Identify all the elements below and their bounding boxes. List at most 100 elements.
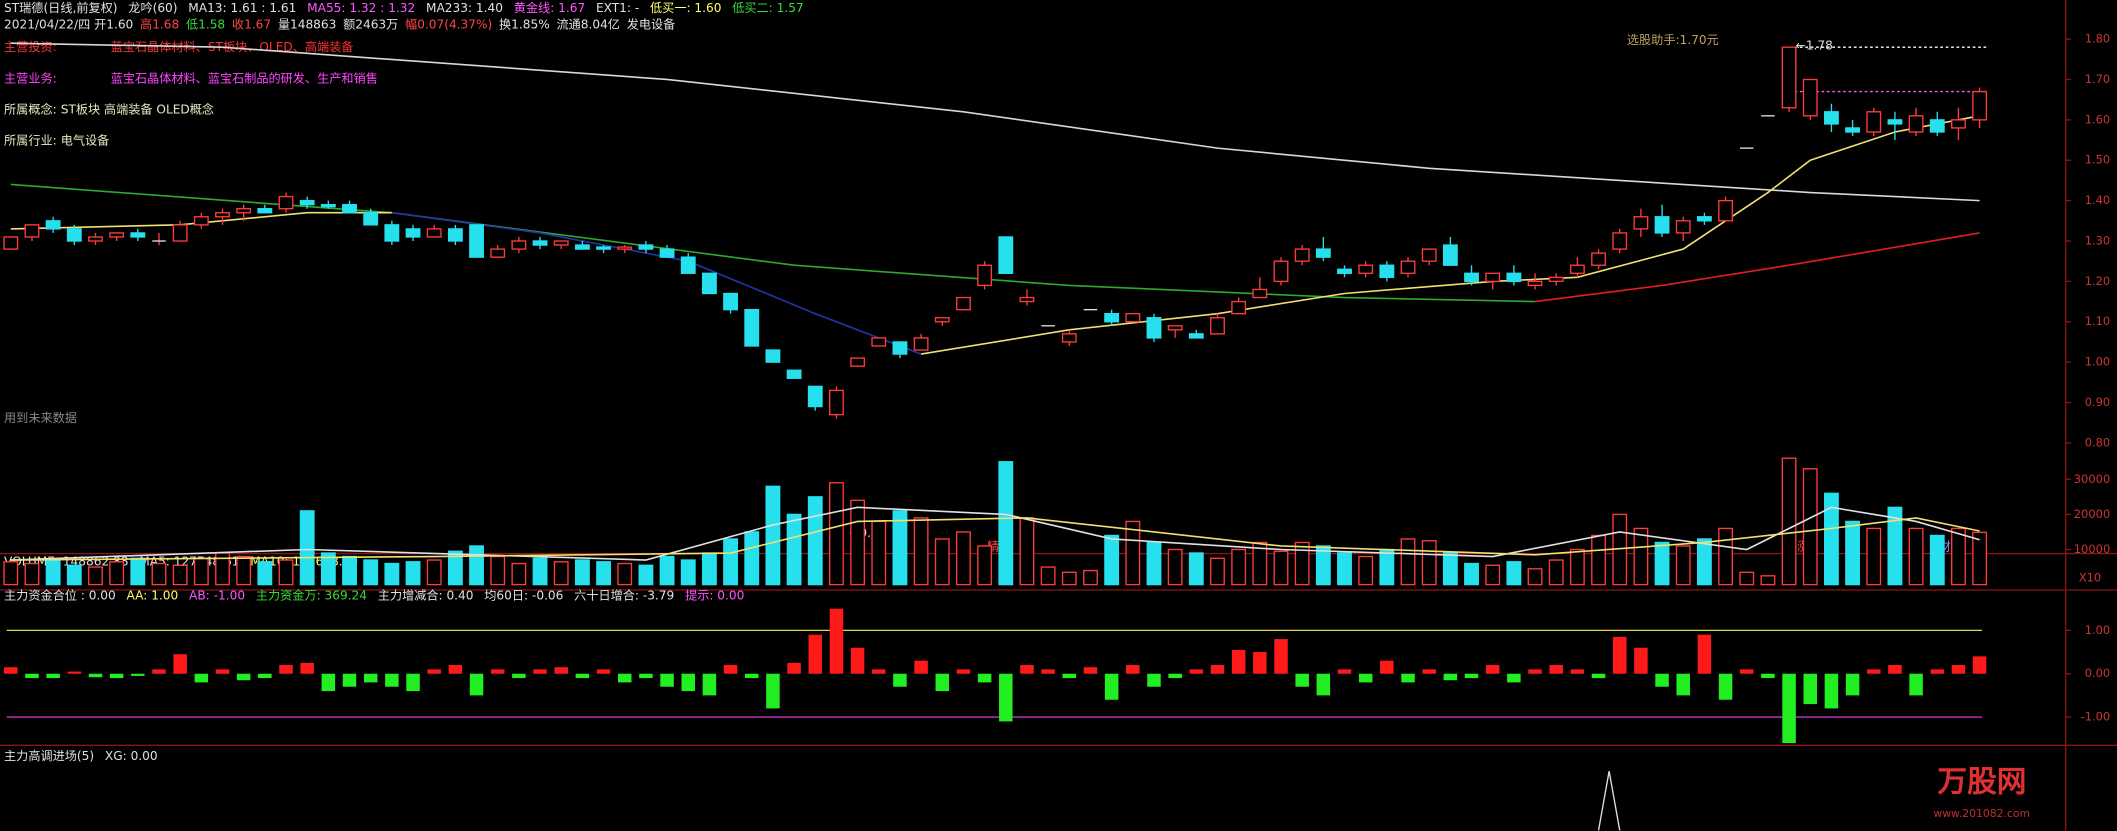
volume-bar — [384, 562, 400, 586]
header-item: ST瑞德(日线,前复权) — [4, 0, 117, 15]
picker-note: 选股助手:1.70元 — [1627, 33, 1719, 47]
fund-bar — [1168, 673, 1182, 679]
candle-body — [1294, 248, 1310, 262]
candle-body — [257, 208, 273, 214]
candle-body — [1125, 313, 1141, 323]
candle-body — [1972, 90, 1988, 121]
volume-bar — [1040, 566, 1056, 586]
candle-body — [363, 212, 379, 226]
panel-header: 主力资金合位 : 0.00 AA: 1.00 AB: -1.00 主力资金万: 369… — [4, 587, 744, 602]
volume-bar — [1442, 552, 1458, 586]
candle-body — [1167, 325, 1183, 331]
candle-body — [680, 256, 696, 274]
y-tick-label: 1.70 — [2085, 72, 2111, 86]
volume-bar — [490, 555, 506, 586]
fund-bar — [681, 673, 695, 692]
candle-body — [553, 240, 569, 246]
fund-bar — [1697, 634, 1712, 674]
volume-bar — [1210, 557, 1225, 586]
volume-bar — [1718, 527, 1733, 586]
volume-bar — [786, 513, 802, 586]
volume-bar — [1231, 548, 1247, 586]
fund-bar — [1189, 669, 1204, 674]
note-label: 所属概念: — [4, 101, 57, 116]
y-tick-label: 0.80 — [2085, 435, 2111, 449]
fund-bar — [1401, 673, 1415, 683]
fund-bar — [1888, 665, 1902, 674]
volume-bar — [1866, 527, 1882, 586]
volume-bar — [638, 564, 654, 586]
fund-bar — [1485, 665, 1500, 674]
volume-bar — [1104, 534, 1120, 586]
candle-body — [426, 228, 442, 238]
volume-bar — [765, 485, 781, 586]
candle-body — [130, 232, 146, 238]
fund-bar — [300, 662, 314, 674]
volume-bar — [1781, 457, 1797, 586]
candle-body — [765, 349, 781, 363]
ma-line — [1534, 232, 1980, 303]
volume-bar — [320, 552, 336, 586]
candle-body — [1019, 296, 1035, 303]
fund-bar — [1528, 669, 1542, 674]
y-tick-label: 1.60 — [2085, 112, 2111, 126]
fund-bar — [1316, 673, 1331, 696]
fund-bar — [173, 654, 187, 674]
fund-bar — [745, 673, 759, 679]
candle-body — [88, 236, 103, 242]
note: 用到未来数据 — [4, 410, 77, 425]
volume-bar — [1379, 548, 1395, 586]
candle-body — [3, 236, 19, 250]
fund-bar — [1655, 673, 1669, 687]
candle-body — [1718, 199, 1733, 222]
header-item: MA233: 1.40 — [426, 1, 503, 15]
volume-bar — [236, 555, 252, 586]
volume-bar — [1972, 531, 1988, 586]
candle-body — [1061, 333, 1077, 343]
volume-bar — [1527, 568, 1543, 586]
candle-body — [786, 369, 802, 379]
candle-body — [24, 224, 40, 238]
volume-bar — [1485, 564, 1501, 586]
header-item: 黄金线: 1.67 — [514, 0, 585, 15]
volume-bar — [1845, 520, 1861, 586]
volume-bar — [1696, 538, 1712, 586]
fund-bar — [575, 673, 590, 679]
candle-body — [934, 317, 950, 323]
fund-bar — [1739, 669, 1754, 674]
fund-bar — [617, 673, 632, 683]
volume-bar — [977, 545, 993, 586]
candle-body — [977, 264, 993, 287]
y-tick-label: 0.00 — [2085, 666, 2111, 680]
fund-bar — [25, 673, 39, 679]
volume-bar — [1506, 561, 1522, 586]
fund-bar — [194, 673, 209, 683]
candle-body — [1654, 216, 1670, 234]
fund-bar — [596, 669, 611, 674]
info-line: 2021/04/22/四 开1.60 高1.68 低1.58 收1.67 量148863… — [4, 16, 675, 31]
candle-body — [1464, 272, 1479, 283]
fund-bar — [1104, 673, 1119, 700]
fund-bar — [67, 671, 82, 674]
candle-body — [1802, 78, 1818, 117]
volume-bar — [850, 499, 866, 586]
candle-body — [405, 228, 421, 238]
y-tick-label: -1.00 — [2081, 710, 2111, 724]
y-tick-label: 1.50 — [2085, 153, 2111, 167]
volume-bar — [88, 566, 103, 586]
volume-bar — [723, 538, 739, 586]
fund-bar — [131, 673, 145, 676]
candle-body — [1146, 317, 1162, 339]
watermark-url: www.201082.com — [1933, 807, 2030, 820]
high-annotation: ←1.78 — [1796, 38, 1833, 52]
header-item: 主力增减合: 0.40 — [378, 587, 474, 602]
fund-bar — [935, 673, 950, 692]
volume-bar — [553, 561, 569, 586]
header-item: 主力资金合位 : 0.00 — [4, 587, 116, 602]
info-item: 幅0.07(4.37%) — [405, 16, 492, 31]
candle-body — [1612, 232, 1628, 250]
candle-body — [1506, 272, 1522, 283]
volume-bar — [1252, 541, 1268, 586]
volume-bar — [1167, 548, 1183, 586]
fund-bar — [1634, 647, 1648, 674]
